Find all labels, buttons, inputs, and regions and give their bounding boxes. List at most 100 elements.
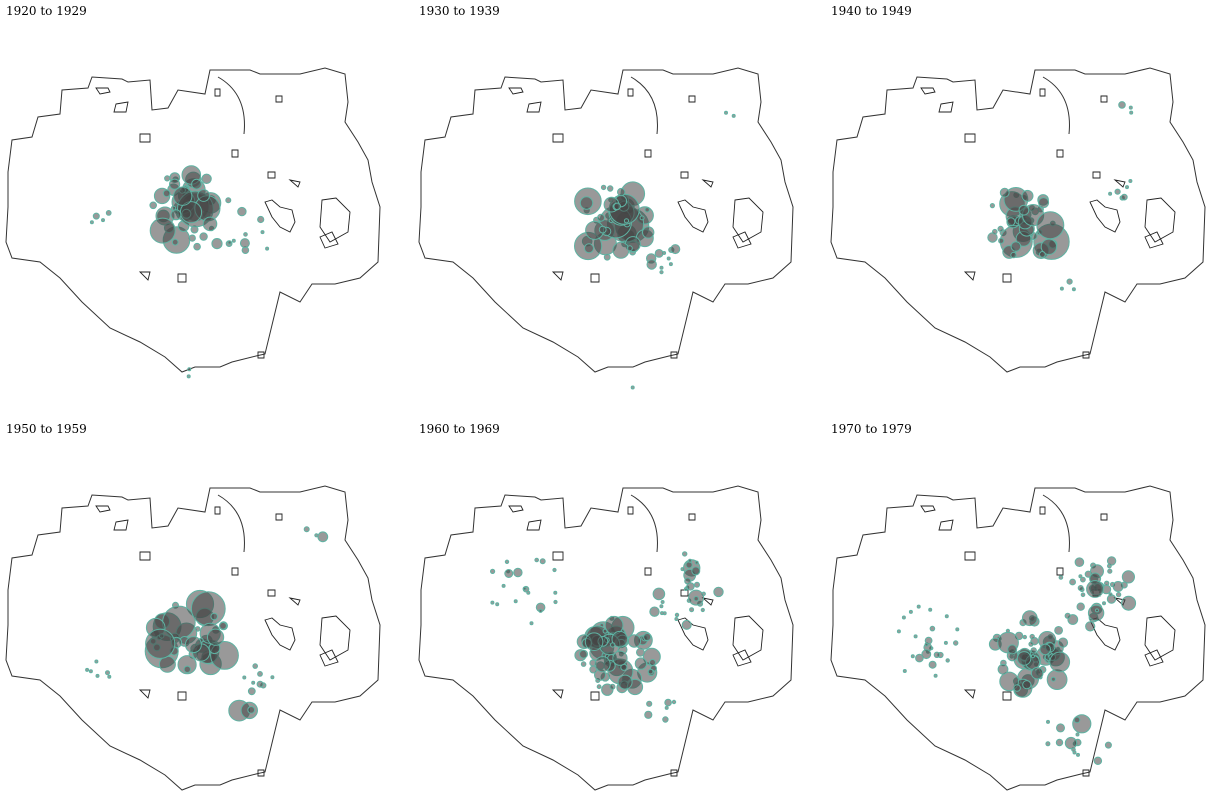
panel-title: 1950 to 1959 <box>6 422 87 436</box>
building-bubble <box>1039 643 1051 656</box>
building-bubble <box>539 558 546 565</box>
building-bubble <box>662 611 667 616</box>
map-parcel <box>701 179 714 188</box>
building-bubble <box>149 217 176 244</box>
building-bubble <box>164 175 171 182</box>
map-parcel <box>139 133 151 143</box>
building-bubble <box>910 654 915 659</box>
building-bubble <box>943 640 948 645</box>
map-parcel <box>508 505 524 513</box>
building-bubble <box>1029 633 1035 640</box>
building-bubble <box>713 586 724 598</box>
building-bubble <box>522 586 527 591</box>
map-parcel <box>177 273 187 283</box>
building-bubble <box>1016 651 1032 666</box>
map-parcel <box>732 231 752 249</box>
building-bubble <box>646 700 653 707</box>
building-bubble <box>1056 723 1065 733</box>
map-parcel <box>231 149 239 158</box>
building-bubble <box>612 241 630 259</box>
building-bubble <box>598 225 607 234</box>
building-bubble <box>668 262 673 267</box>
building-bubble <box>694 560 699 565</box>
building-bubble <box>1121 570 1135 584</box>
map-parcel <box>732 615 764 661</box>
building-bubble <box>1010 241 1022 252</box>
building-bubble <box>202 216 218 232</box>
map-parcel <box>95 505 111 513</box>
map-parcel <box>1100 513 1108 521</box>
building-bubble <box>1102 601 1106 606</box>
building-bubble <box>1021 610 1038 627</box>
building-bubble <box>183 665 192 674</box>
building-bubble <box>693 596 699 602</box>
building-bubble <box>105 210 112 216</box>
map-parcel <box>701 597 714 606</box>
building-bubble <box>88 669 93 674</box>
map-panel-1920s: 1920 to 1929 <box>0 0 400 390</box>
building-bubble <box>1050 676 1056 682</box>
building-bubble <box>700 607 705 613</box>
map-parcel <box>732 649 752 667</box>
map-panel-1930s: 1930 to 1939 <box>413 0 813 390</box>
map-parcel <box>113 519 129 531</box>
map-parcel <box>590 691 600 701</box>
building-bubble <box>1128 105 1133 110</box>
map-parcel <box>1039 88 1046 97</box>
map-parcel <box>552 551 564 561</box>
building-bubble <box>644 710 653 719</box>
panel-title: 1920 to 1929 <box>6 4 87 18</box>
building-bubble <box>1071 287 1076 292</box>
building-bubble <box>1129 110 1134 115</box>
building-bubble <box>231 238 236 243</box>
map-parcel <box>257 769 265 777</box>
building-bubble <box>1074 557 1085 567</box>
building-bubble <box>504 569 514 578</box>
building-bubble <box>85 667 90 672</box>
map-parcel <box>627 506 634 515</box>
map-parcel <box>963 271 976 281</box>
map-parcel <box>1100 95 1108 103</box>
map-parcel <box>1082 769 1090 777</box>
map-parcel <box>526 519 542 531</box>
building-bubble <box>243 232 248 237</box>
city-map <box>830 67 1206 373</box>
building-bubble <box>933 673 938 678</box>
building-bubble <box>682 551 688 557</box>
building-bubble <box>596 684 602 690</box>
building-bubble <box>1104 580 1110 587</box>
map-parcel <box>231 567 239 576</box>
building-bubble <box>552 567 557 573</box>
map-parcel <box>264 617 296 651</box>
building-bubble <box>190 591 226 627</box>
building-bubble <box>191 178 202 190</box>
building-bubble <box>1073 716 1081 724</box>
building-bubble <box>247 687 256 696</box>
building-bubble <box>490 600 495 605</box>
building-bubble <box>1045 741 1051 747</box>
building-bubble <box>580 661 587 667</box>
map-panel-1960s: 1960 to 1969 <box>413 418 813 808</box>
building-bubble <box>94 659 99 664</box>
building-bubble <box>684 577 692 585</box>
building-bubble <box>177 655 197 675</box>
map-parcel <box>670 769 678 777</box>
building-bubble <box>694 581 700 588</box>
building-bubble <box>1095 608 1099 613</box>
map-parcel <box>963 689 976 699</box>
building-bubble <box>1066 278 1073 285</box>
building-bubble <box>933 651 941 659</box>
city-map <box>418 67 794 390</box>
map-panel-1940s: 1940 to 1949 <box>825 0 1225 390</box>
building-bubble <box>924 636 933 645</box>
building-bubble <box>317 531 329 543</box>
building-bubble <box>681 619 692 630</box>
river-line <box>630 76 658 135</box>
river-line <box>1042 76 1070 135</box>
building-bubble <box>227 240 232 245</box>
map-parcel <box>1144 197 1176 243</box>
building-bubble <box>603 253 611 261</box>
building-bubble <box>1075 732 1080 737</box>
building-bubble <box>1018 204 1030 216</box>
map-parcel <box>552 133 564 143</box>
